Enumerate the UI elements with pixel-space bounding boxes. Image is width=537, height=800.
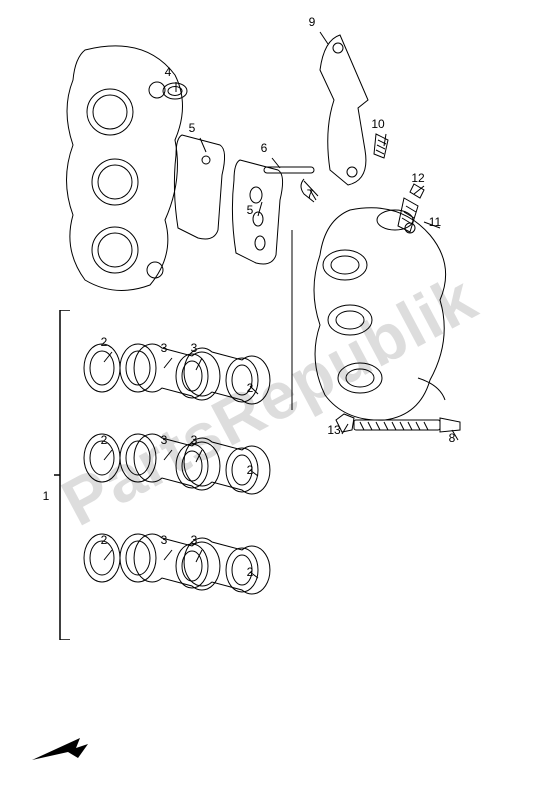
callout-1-17: 1 (36, 490, 56, 502)
assembly-bracket (54, 310, 74, 640)
part-right-caliper (290, 200, 460, 430)
part-bolt-8-13 (330, 400, 470, 450)
part-pad-left (170, 130, 230, 245)
diagram-canvas: PartsRepublik (0, 0, 537, 800)
piston-row-3 (80, 520, 280, 600)
direction-arrow (30, 730, 90, 770)
part-shield-9 (290, 30, 380, 190)
piston-row-1 (80, 330, 280, 410)
callout-9-1: 9 (302, 16, 322, 28)
part-screw-10 (370, 130, 396, 162)
guide-line (288, 230, 296, 410)
piston-row-2 (80, 420, 280, 500)
part-ring-4 (160, 80, 190, 102)
callout-6-3: 6 (254, 142, 274, 154)
